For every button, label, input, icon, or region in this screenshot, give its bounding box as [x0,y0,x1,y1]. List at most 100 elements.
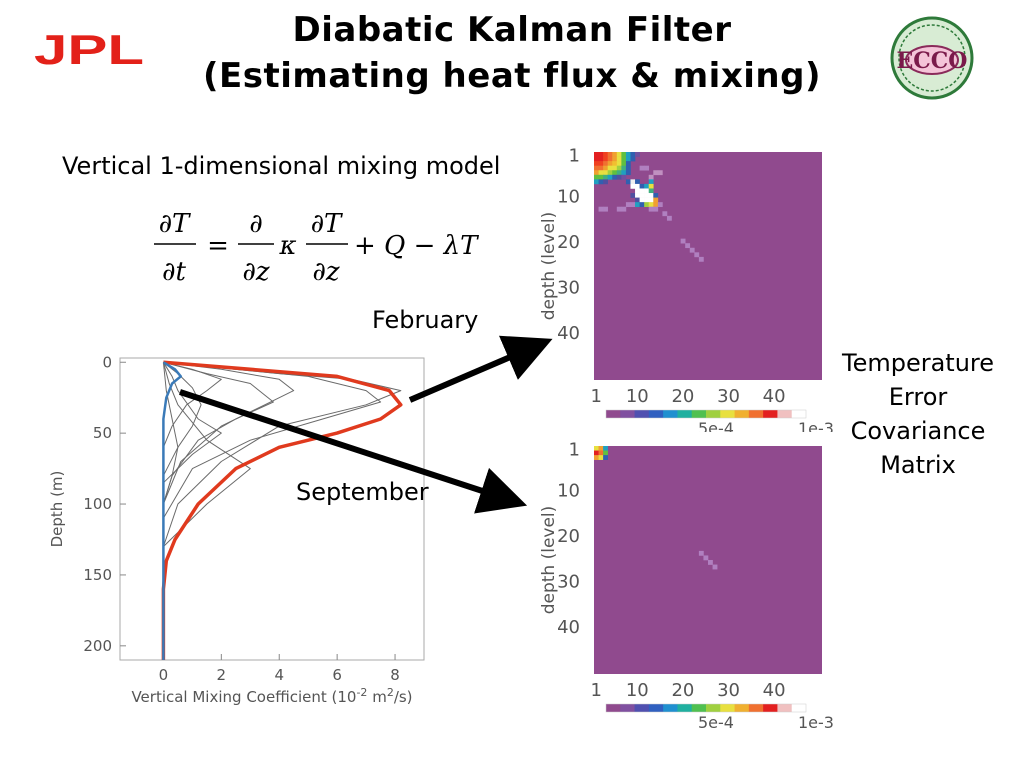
plot-frame [119,357,425,661]
heatmap-y-tick-label: 20 [557,526,580,547]
colorbar-segment [634,704,650,712]
heatmap-cell [603,156,608,162]
colorbar-frame [605,409,807,419]
heatmap-cell [680,238,686,244]
heatmap-cell [639,193,645,198]
heatmap-cell [612,170,618,176]
y-tick-label: 50 [93,424,112,442]
colorbar-segment [748,704,764,712]
heatmap-cell [630,156,636,162]
ecco-logo-text: ECCO [897,48,968,74]
heatmap-cell [630,179,636,185]
heatmap-cell [630,202,636,208]
x-tick-label: 2 [217,666,227,684]
heatmap-cell [603,165,608,171]
colorbar-segment [734,704,750,712]
colorbar-frame [605,703,807,713]
eq-equals: = [207,231,229,261]
heatmap-cell [639,202,645,208]
y-tick-label: 150 [83,566,112,584]
heatmap-cell [644,183,650,189]
colorbar-label: 1e-3 [798,419,834,432]
eq-lhs-denominator: ∂t [162,257,186,287]
heatmap-y-axis-label: depth (level) [539,506,559,615]
heatmap-cell [625,165,631,171]
heatmap-cell [648,202,654,208]
heatmap-y-tick-label: 1 [569,439,580,460]
eq-rhs-numerator: ∂T [311,209,343,239]
heatmap-cell [594,446,599,451]
heatmap-cell [635,193,640,198]
colorbar-segment [663,410,678,418]
colorbar-segment [720,704,736,712]
heatmap-cell [653,206,659,212]
colorbar-label: 5e-4 [698,419,734,432]
eq-tail: + Q − λT [354,231,479,261]
heatmap-cell [662,211,668,217]
heatmap-cell [603,446,608,451]
heatmap-cell [630,193,636,198]
heatmap-cell [607,165,613,171]
heatmap-y-axis-label: depth (level) [539,212,559,321]
colorbar-segment [791,704,807,712]
colorbar-segment [791,410,807,418]
heatmap-cell [603,161,608,166]
colorbar-segment [648,704,664,712]
heatmap-cell [594,161,599,166]
heatmap-x-tick-label: 20 [671,680,694,701]
y-tick-label: 200 [83,637,112,655]
eq-rhs-denominator: ∂z [312,257,339,287]
heatmap-cell [635,152,640,157]
heatmap-cell [648,183,654,189]
heatmap-cell [621,165,627,171]
heatmap-cell [625,170,631,176]
y-tick-label: 0 [102,353,112,371]
heatmap-cell [598,170,604,176]
heatmap-cell [644,202,650,208]
profile-line-grey [162,361,202,476]
colorbar-segment [706,410,721,418]
model-subtitle: Vertical 1-dimensional mixing model [62,152,501,180]
heatmap-cell [698,256,704,262]
heatmap-cell [598,161,604,166]
heatmap-cell [594,156,599,162]
colorbar-segment [734,410,750,418]
heatmap-cell [612,156,618,162]
heatmap-cell [621,152,627,157]
y-tick-label: 100 [83,495,112,513]
february-label: February [372,306,479,334]
heatmap-x-tick-label: 30 [717,680,740,701]
colorbar-segment [620,410,636,418]
eq-kappa: κ [278,231,296,261]
heatmap-cell [607,152,613,157]
heatmap-cell [594,179,599,185]
heatmap-y-tick-label: 20 [557,232,580,253]
heatmap-cell [644,188,650,194]
heatmap-cell [625,179,631,185]
heatmap-cell [630,152,636,157]
heatmap-cell [625,156,631,162]
heatmap-cell [603,152,608,157]
heatmap-cell [685,243,691,249]
heatmap-cell [653,202,659,208]
colorbar-segment [777,410,793,418]
cov-label-line: Temperature [841,349,995,377]
jpl-logo: JPL [34,26,146,74]
heatmap-cell [616,170,622,176]
heatmap-cell [598,206,604,212]
heatmap-cell [598,165,604,171]
colorbar-segment [763,410,778,418]
heatmap-cell [648,188,654,194]
heatmap-cell [639,165,645,171]
heatmap-cell [598,156,604,162]
eq-operator-denominator: ∂z [242,257,269,287]
heatmap-cell [698,550,704,556]
heatmap-cell [603,206,608,212]
heatmap-cell [712,564,718,570]
heatmap-cell [635,183,640,189]
heatmap-cell [594,152,599,157]
heatmap-cell [616,174,622,180]
heatmap-cell [621,174,627,180]
profile-line-grey [162,362,179,505]
heatmap-cell [598,450,604,456]
